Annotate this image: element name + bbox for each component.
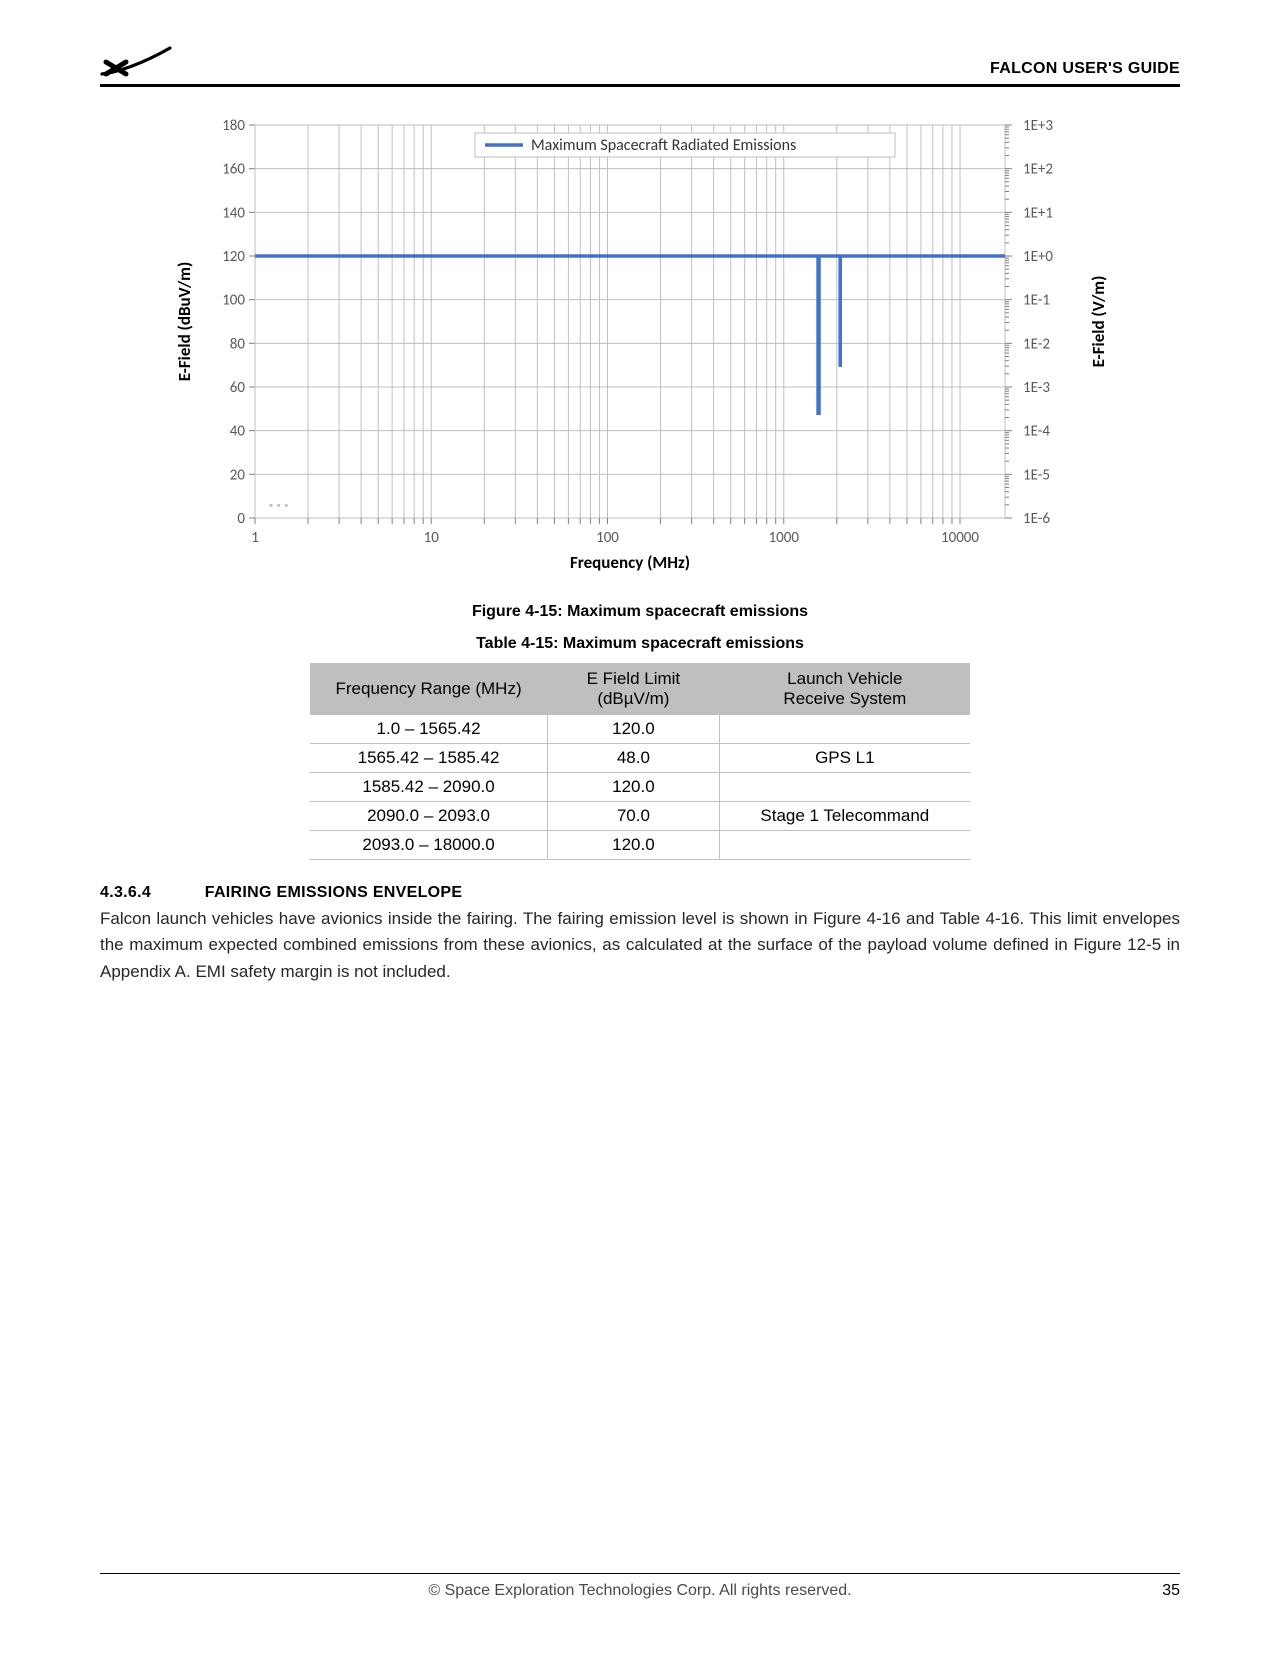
table-cell [719,773,970,802]
table-cell: 1.0 – 1565.42 [310,715,548,744]
table-cell: 48.0 [548,744,720,773]
table-row: 2090.0 – 2093.070.0Stage 1 Telecommand [310,802,970,831]
svg-text:1E-1: 1E-1 [1023,292,1050,310]
svg-text:120: 120 [222,248,245,266]
table-row: 1585.42 – 2090.0120.0 [310,773,970,802]
table-cell: 120.0 [548,773,720,802]
svg-text:180: 180 [222,117,245,135]
section-number: 4.3.6.4 [100,884,200,902]
emissions-chart: 0 20 40 60 80 100 120 140 160 180 1 10 100 1000 10000 1… [100,113,1180,583]
svg-text:1E+3: 1E+3 [1023,117,1053,135]
svg-text:1E-4: 1E-4 [1023,423,1050,441]
spacex-logo-icon [100,44,172,78]
svg-text:1E+1: 1E+1 [1023,204,1053,222]
table-cell: 120.0 [548,831,720,860]
svg-text:0: 0 [237,510,245,528]
table-header: Launch VehicleReceive System [719,663,970,715]
svg-text:1000: 1000 [769,529,800,547]
svg-text:10: 10 [424,529,440,547]
svg-text:1E-2: 1E-2 [1023,335,1050,353]
svg-text:1E-3: 1E-3 [1023,379,1050,397]
section-title: FAIRING EMISSIONS ENVELOPE [205,884,463,901]
svg-text:E-Field (V/m): E-Field (V/m) [1088,276,1109,368]
page-number: 35 [1162,1582,1180,1600]
svg-text:60: 60 [230,379,246,397]
svg-text:40: 40 [230,423,246,441]
table-cell [719,831,970,860]
svg-text:100: 100 [222,292,245,310]
svg-text:1E-6: 1E-6 [1023,510,1050,528]
svg-text:80: 80 [230,335,246,353]
table-row: 1.0 – 1565.42120.0 [310,715,970,744]
svg-text:E-Field (dBuV/m): E-Field (dBuV/m) [174,262,195,382]
table-caption: Table 4-15: Maximum spacecraft emissions [100,635,1180,653]
svg-text:Frequency (MHz): Frequency (MHz) [570,552,690,573]
table-cell: 1585.42 – 2090.0 [310,773,548,802]
table-row: 1565.42 – 1585.4248.0GPS L1 [310,744,970,773]
section-heading: 4.3.6.4 FAIRING EMISSIONS ENVELOPE [100,884,1180,902]
svg-text:10000: 10000 [941,529,979,547]
document-title: FALCON USER'S GUIDE [990,60,1180,78]
table-cell: 1565.42 – 1585.42 [310,744,548,773]
figure-caption: Figure 4-15: Maximum spacecraft emission… [100,603,1180,621]
table-cell: Stage 1 Telecommand [719,802,970,831]
table-row: 2093.0 – 18000.0120.0 [310,831,970,860]
svg-text:20: 20 [230,466,246,484]
table-cell: GPS L1 [719,744,970,773]
table-cell: 70.0 [548,802,720,831]
section-body: Falcon launch vehicles have avionics ins… [100,906,1180,985]
table-cell: 120.0 [548,715,720,744]
svg-text:1E-5: 1E-5 [1023,466,1050,484]
svg-text:160: 160 [222,161,245,179]
table-cell: 2090.0 – 2093.0 [310,802,548,831]
svg-text:1E+2: 1E+2 [1023,161,1053,179]
svg-text:Maximum Spacecraft Radiated Em: Maximum Spacecraft Radiated Emissions [531,136,796,155]
table-header: E Field Limit(dBµV/m) [548,663,720,715]
svg-text:1E+0: 1E+0 [1023,248,1053,266]
page-header: FALCON USER'S GUIDE [100,44,1180,87]
emissions-table: Frequency Range (MHz)E Field Limit(dBµV/… [310,663,970,860]
table-header: Frequency Range (MHz) [310,663,548,715]
page-footer: © Space Exploration Technologies Corp. A… [100,1573,1180,1600]
svg-text:140: 140 [222,204,245,222]
table-cell [719,715,970,744]
svg-text:• • •: • • • [269,498,288,512]
svg-text:1: 1 [251,529,259,547]
svg-text:100: 100 [596,529,619,547]
copyright-text: © Space Exploration Technologies Corp. A… [428,1582,851,1600]
table-cell: 2093.0 – 18000.0 [310,831,548,860]
